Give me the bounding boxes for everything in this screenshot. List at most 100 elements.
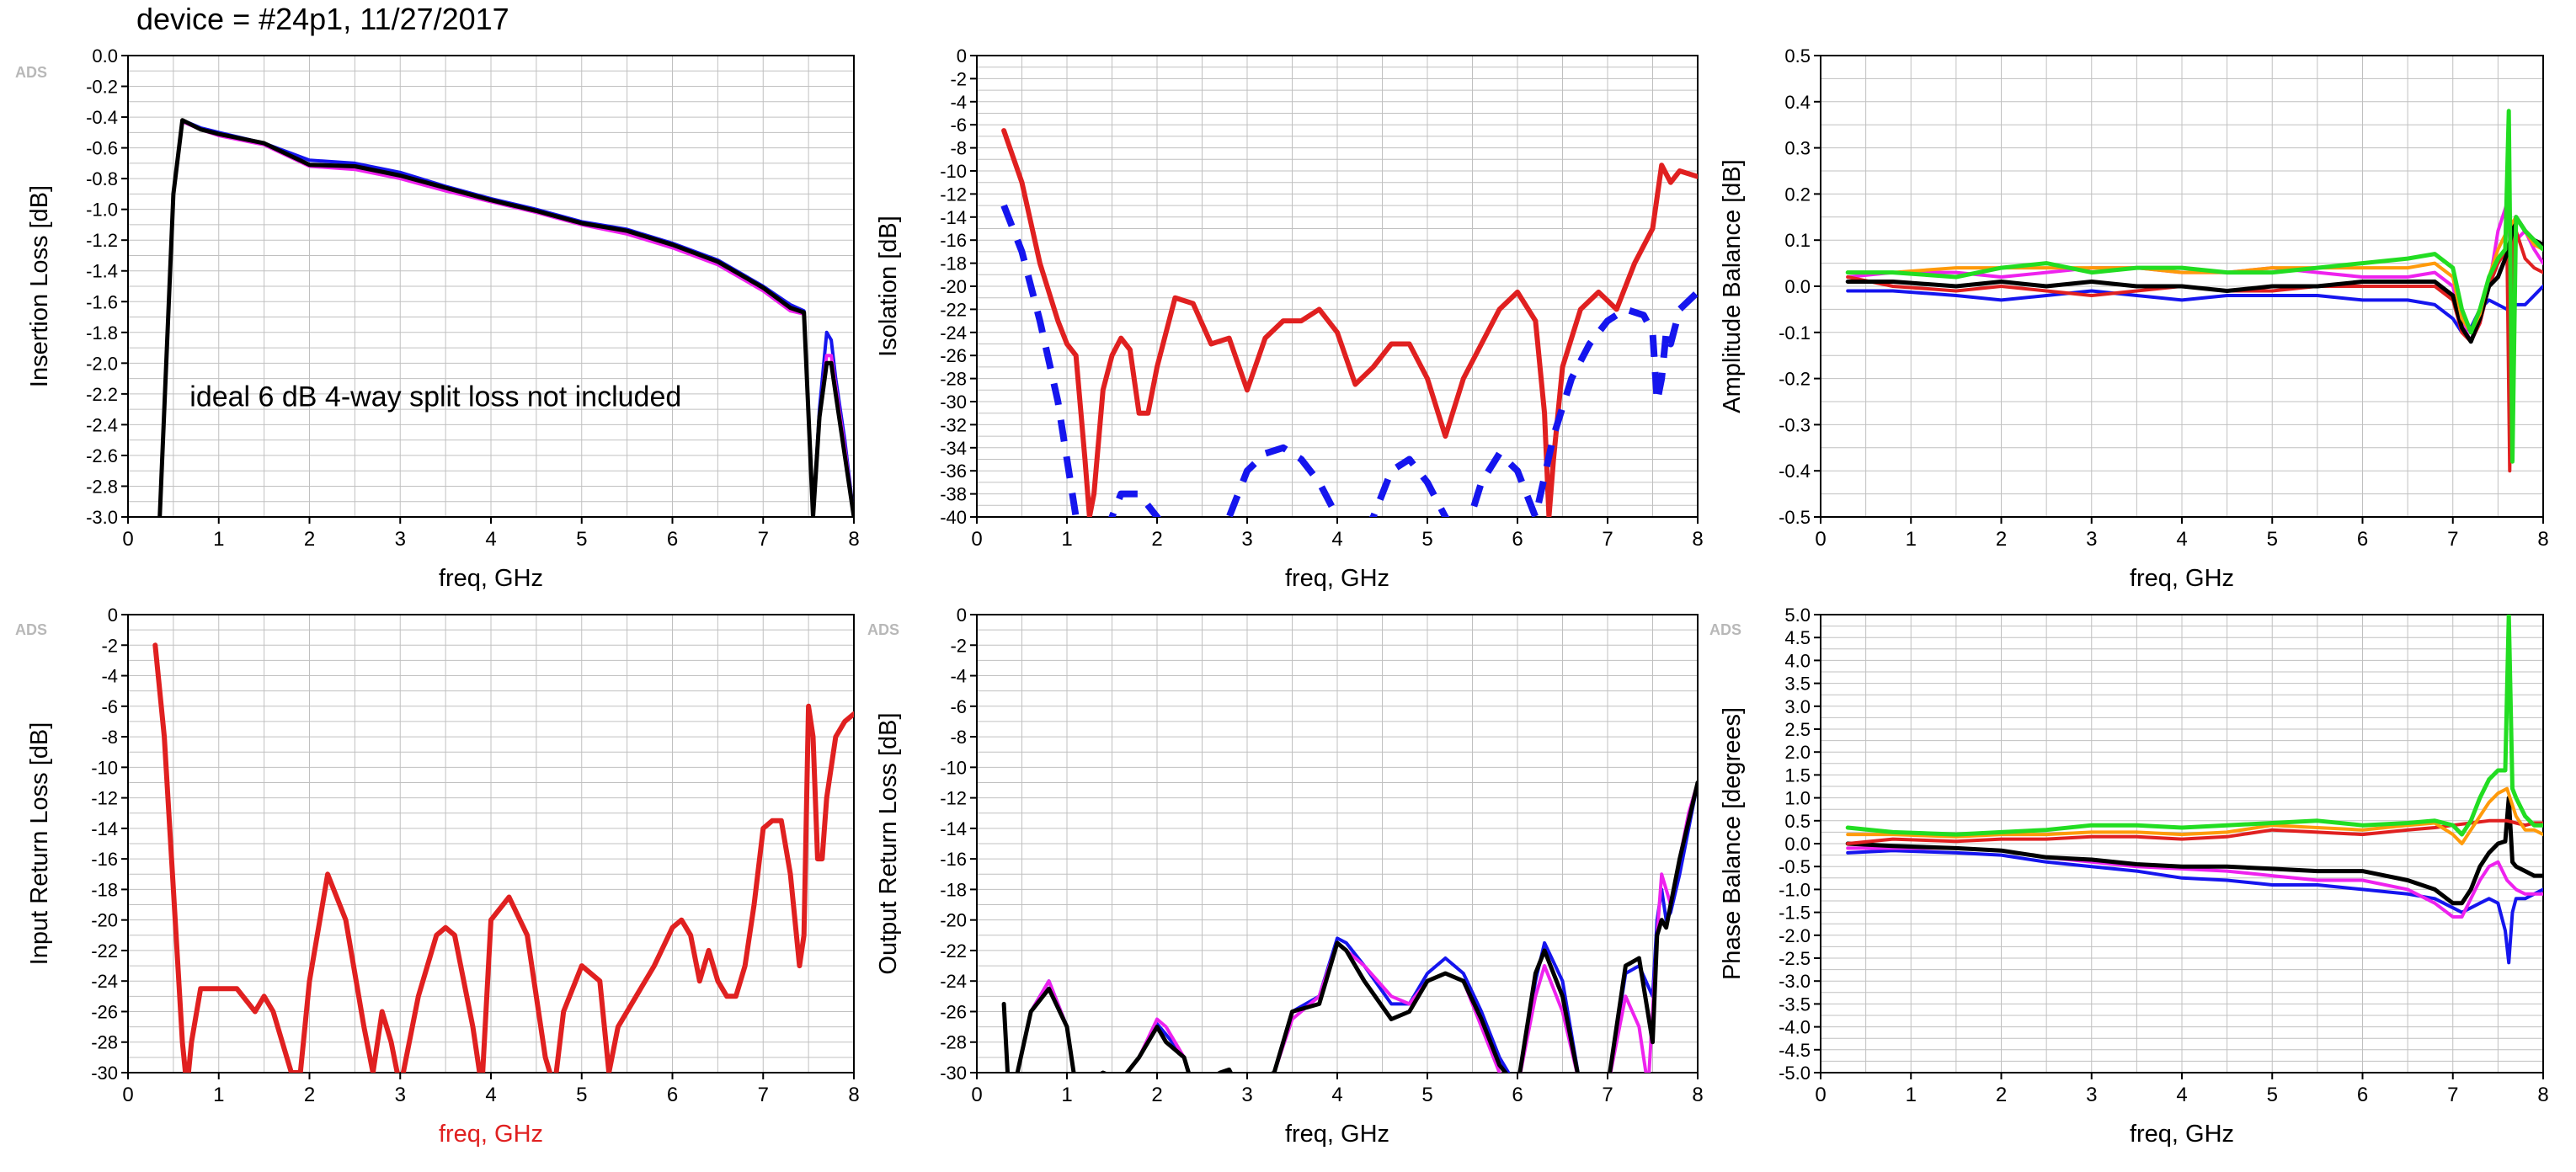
y-tick-label: -20: [91, 910, 118, 931]
y-tick-label: -30: [940, 1063, 967, 1084]
y-tick-label: -0.4: [1779, 461, 1811, 482]
y-tick-label: -26: [940, 1001, 967, 1022]
ads-logo: ADS: [15, 64, 48, 81]
y-tick-label: -4: [950, 92, 967, 113]
y-tick-label: -24: [940, 971, 967, 992]
y-tick-label: -24: [91, 971, 118, 992]
y-tick-label: -16: [91, 849, 118, 870]
x-tick-label: 2: [304, 1084, 315, 1106]
x-tick-label: 5: [2267, 528, 2278, 551]
x-tick-label: 6: [667, 528, 678, 551]
x-tick-label: 8: [1692, 528, 1703, 551]
x-tick-label: 4: [1331, 528, 1342, 551]
y-tick-label: -1.0: [1779, 879, 1811, 900]
amplitude-balance-y-axis-label: Amplitude Balance [dB]: [1719, 159, 1746, 413]
x-tick-label: 1: [1061, 1084, 1072, 1106]
x-tick-label: 4: [485, 528, 496, 551]
output-return-loss-series-group: [1001, 780, 1698, 1073]
y-tick-label: -0.2: [1779, 369, 1811, 390]
phase-balance-series-green: [1845, 615, 2543, 837]
phase-balance-series-blue: [1846, 849, 2543, 965]
y-tick-label: 0: [108, 605, 118, 626]
input-return-loss-gridlines: [127, 614, 855, 1073]
y-tick-label: -0.5: [1779, 507, 1811, 528]
y-tick-label: -0.2: [86, 77, 118, 98]
output-return-loss-series-blue: [1002, 780, 1698, 1073]
isolation-x-axis-label: freq, GHz: [1285, 565, 1389, 592]
x-tick-label: 3: [1241, 528, 1252, 551]
input-return-loss-x-axis-label: freq, GHz: [439, 1121, 543, 1148]
y-tick-label: 0.2: [1784, 184, 1811, 205]
y-tick-label: -0.5: [1779, 856, 1811, 877]
ads-logo: ADS: [15, 621, 48, 638]
x-tick-label: 3: [395, 528, 406, 551]
y-tick-label: -2.4: [86, 414, 118, 435]
x-tick-label: 3: [1241, 1084, 1252, 1106]
x-tick-label: 6: [2357, 1084, 2368, 1106]
amplitude-balance-series-black: [1845, 215, 2543, 344]
y-tick-label: -1.4: [86, 261, 118, 282]
insertion-loss-series-black: [157, 118, 854, 517]
amplitude-balance-x-axis-label: freq, GHz: [2130, 565, 2234, 592]
y-tick-label: -36: [940, 461, 967, 482]
y-tick-label: -32: [940, 414, 967, 435]
y-tick-label: -2.5: [1779, 948, 1811, 969]
isolation-chart: 0 1 2 3 4 5 6 7 80-2-4-6-8-10-12-14-16-18-20-22-…: [875, 45, 1704, 592]
y-tick-label: -28: [940, 1032, 967, 1053]
x-tick-label: 0: [971, 528, 982, 551]
y-tick-label: -2: [950, 635, 967, 656]
y-tick-label: -5.0: [1779, 1063, 1811, 1084]
phase-balance-x-axis-label: freq, GHz: [2130, 1121, 2234, 1148]
x-tick-label: 6: [1512, 1084, 1523, 1106]
y-tick-label: -0.3: [1779, 414, 1811, 435]
input-return-loss-series-group: [152, 642, 854, 1073]
x-tick-label: 2: [1996, 528, 2007, 551]
x-tick-label: 8: [848, 528, 859, 551]
x-tick-label: 1: [1906, 528, 1917, 551]
x-tick-label: 2: [1151, 528, 1162, 551]
x-tick-label: 4: [2176, 1084, 2187, 1106]
y-tick-label: -22: [91, 940, 118, 962]
y-tick-label: -26: [940, 345, 967, 366]
y-tick-label: -18: [940, 253, 967, 274]
x-tick-label: 6: [1512, 528, 1523, 551]
y-tick-label: -12: [940, 788, 967, 809]
y-tick-label: -2: [101, 635, 118, 656]
y-tick-label: -4.0: [1779, 1017, 1811, 1038]
x-tick-label: 4: [1331, 1084, 1342, 1106]
y-tick-label: 0: [957, 605, 967, 626]
y-tick-label: -12: [91, 788, 118, 809]
x-tick-label: 7: [1602, 528, 1613, 551]
x-tick-label: 1: [1061, 528, 1072, 551]
y-tick-label: -3.0: [86, 507, 118, 528]
y-tick-label: -2: [950, 68, 967, 89]
y-tick-label: -2.6: [86, 445, 118, 466]
amplitude-balance-series-green: [1845, 109, 2543, 464]
y-tick-label: -1.8: [86, 322, 118, 344]
x-tick-label: 8: [2537, 528, 2548, 551]
phase-balance-series-magenta: [1846, 846, 2543, 919]
insertion-loss-y-axis-label: Insertion Loss [dB]: [26, 185, 53, 387]
y-tick-label: -2.0: [1779, 925, 1811, 946]
x-tick-label: 5: [1421, 528, 1432, 551]
y-tick-label: 1.0: [1784, 788, 1811, 809]
amplitude-balance-series-group: [1845, 109, 2543, 473]
y-tick-label: 0.5: [1784, 811, 1811, 832]
y-tick-label: -1.2: [86, 230, 118, 251]
x-tick-label: 5: [2267, 1084, 2278, 1106]
phase-balance-series-red: [1846, 818, 2543, 845]
phase-balance-series-black: [1845, 796, 2543, 906]
x-tick-label: 7: [758, 528, 769, 551]
y-tick-label: -10: [91, 757, 118, 778]
y-tick-label: -14: [940, 207, 967, 228]
page-title: device = #24p1, 11/27/2017: [136, 2, 509, 36]
y-tick-label: -8: [950, 727, 967, 748]
x-tick-label: 5: [1421, 1084, 1432, 1106]
y-tick-label: -3.5: [1779, 994, 1811, 1015]
y-tick-label: -12: [940, 184, 967, 205]
x-tick-label: 3: [2086, 528, 2097, 551]
output-return-loss-series-magenta: [1002, 780, 1698, 1073]
input-return-loss-y-axis-label: Input Return Loss [dB]: [26, 722, 53, 966]
x-tick-label: 3: [395, 1084, 406, 1106]
